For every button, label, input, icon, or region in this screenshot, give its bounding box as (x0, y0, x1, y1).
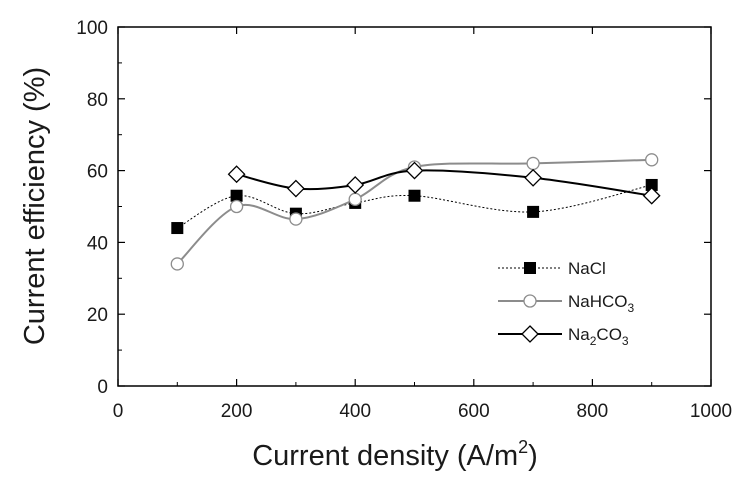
legend-label: NaCl (568, 259, 606, 278)
legend-marker (523, 294, 537, 308)
y-tick-label: 80 (87, 90, 108, 111)
x-axis-title-sup: 2 (518, 437, 528, 457)
data-point (642, 186, 661, 205)
data-point (405, 161, 424, 180)
data-point (348, 192, 362, 206)
y-tick-label: 100 (76, 18, 108, 39)
x-tick-label: 1000 (690, 401, 732, 422)
data-point (171, 222, 184, 235)
legend-label: Na2CO3 (568, 325, 629, 348)
data-point (526, 156, 540, 171)
data-point (645, 178, 658, 191)
legend-label-part: Na (568, 325, 590, 344)
data-point (227, 165, 246, 184)
data-point (170, 257, 184, 271)
legend-label-part: 2 (590, 334, 597, 348)
series-markers (170, 153, 661, 271)
data-point (408, 189, 421, 202)
legend-label-part: 3 (628, 301, 635, 315)
x-axis: 0 200 400 600 800 1000 (113, 27, 732, 422)
data-point (524, 168, 543, 187)
x-tick-label: 0 (113, 401, 124, 422)
data-point (229, 199, 244, 214)
data-point (286, 179, 305, 198)
y-tick-label: 20 (87, 305, 108, 326)
data-point (230, 189, 243, 202)
legend-label-part: CO (596, 325, 622, 344)
y-axis: 0 20 40 60 80 100 (76, 18, 711, 398)
y-tick-label: 60 (87, 162, 108, 183)
x-axis-title-text: Current density (A/m (252, 440, 518, 472)
y-axis-title: Current efficiency (%) (19, 67, 51, 345)
data-point (346, 176, 365, 194)
y-tick-label: 40 (87, 233, 108, 254)
y-tick-label: 0 (97, 377, 108, 398)
legend-label-part: 3 (622, 334, 629, 348)
x-tick-label: 200 (221, 401, 253, 422)
data-point (289, 212, 303, 226)
x-tick-label: 800 (577, 401, 609, 422)
legend-label: NaHCO3 (568, 292, 635, 315)
legend-label-part: NaHCO (568, 292, 628, 311)
x-tick-label: 600 (458, 401, 490, 422)
data-point (527, 205, 540, 218)
x-axis-title: Current density (A/m2) (252, 437, 538, 472)
legend-label-part: NaCl (568, 259, 606, 278)
x-tick-label: 400 (339, 401, 371, 422)
legend-marker (524, 262, 536, 274)
plot-area (117, 26, 712, 387)
legend-marker (521, 325, 539, 343)
data-point (645, 153, 659, 167)
x-axis-title-suffix: ) (528, 440, 538, 472)
